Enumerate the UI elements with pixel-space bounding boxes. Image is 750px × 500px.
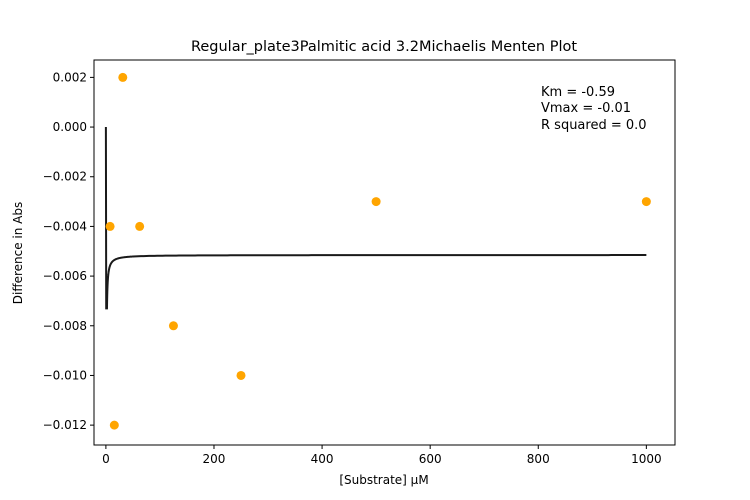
x-tick-label: 200: [203, 452, 226, 466]
fit-annotation: Km = -0.59 Vmax = -0.01 R squared = 0.0: [541, 85, 647, 133]
data-point: [168, 321, 178, 331]
plot-frame: [93, 59, 676, 446]
y-tick-label: −0.008: [43, 319, 87, 333]
x-tick-label: 800: [527, 452, 550, 466]
x-tick-label: 0: [102, 452, 110, 466]
data-point: [109, 420, 119, 430]
x-axis-label: [Substrate] µM: [339, 473, 428, 487]
data-point: [371, 197, 381, 207]
data-point: [641, 197, 651, 207]
fit-curve: [104, 127, 647, 310]
data-point: [236, 370, 246, 380]
y-tick-label: 0.002: [53, 70, 87, 84]
y-axis-label: Difference in Abs: [11, 202, 25, 305]
x-tick-label: 600: [419, 452, 442, 466]
vmax-annotation: Vmax = -0.01: [541, 101, 631, 116]
y-tick-label: −0.004: [43, 219, 87, 233]
x-tick-label: 1000: [631, 452, 662, 466]
data-point: [105, 221, 115, 231]
data-point: [118, 72, 128, 82]
r-squared-annotation: R squared = 0.0: [541, 118, 647, 133]
data-point: [135, 221, 145, 231]
chart-title: Regular_plate3Palmitic acid 3.2Michaelis…: [191, 39, 577, 55]
y-tick-label: −0.006: [43, 269, 87, 283]
y-tick-label: −0.002: [43, 170, 87, 184]
plot-area: 0 200 400 600 800 1000 0.002 0.000 −0.002 −0.004 −…: [43, 59, 676, 466]
y-tick-label: −0.010: [43, 368, 87, 382]
y-tick-label: 0.000: [53, 120, 87, 134]
x-tick-label: 400: [311, 452, 334, 466]
y-tick-label: −0.012: [43, 418, 87, 432]
km-annotation: Km = -0.59: [541, 85, 615, 100]
